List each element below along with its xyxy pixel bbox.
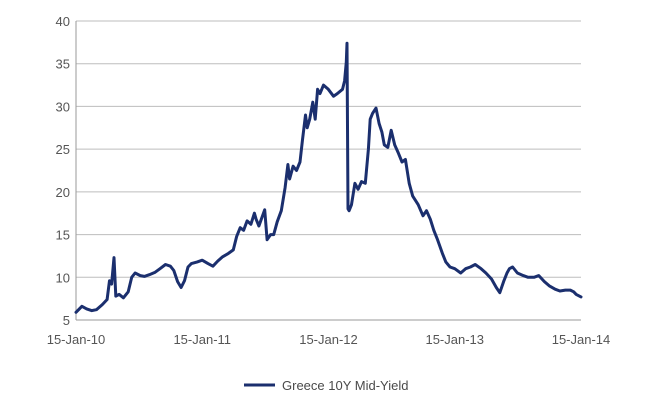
plot-area [74, 41, 583, 314]
y-tick-label: 10 [56, 270, 70, 285]
x-tick-label: 15-Jan-10 [47, 332, 106, 347]
y-tick-label: 40 [56, 14, 70, 29]
x-tick-label: 15-Jan-13 [425, 332, 484, 347]
y-tick-label: 5 [63, 313, 70, 328]
gridlines [76, 20, 581, 278]
y-tick-label: 30 [56, 99, 70, 114]
x-axis: 15-Jan-10 15-Jan-11 15-Jan-12 15-Jan-13 15-J… [47, 319, 611, 347]
legend: Greece 10Y Mid-Yield [244, 378, 408, 393]
y-axis: 5 10 15 20 25 30 35 40 [56, 14, 77, 328]
y-tick-label: 35 [56, 57, 70, 72]
y-tick-label: 20 [56, 185, 70, 200]
legend-label: Greece 10Y Mid-Yield [282, 378, 408, 393]
series-line [74, 41, 583, 314]
x-tick-label: 15-Jan-12 [299, 332, 358, 347]
x-tick-label: 15-Jan-14 [552, 332, 611, 347]
y-tick-label: 25 [56, 142, 70, 157]
x-tick-label: 15-Jan-11 [173, 332, 231, 347]
y-tick-label: 15 [56, 228, 70, 243]
